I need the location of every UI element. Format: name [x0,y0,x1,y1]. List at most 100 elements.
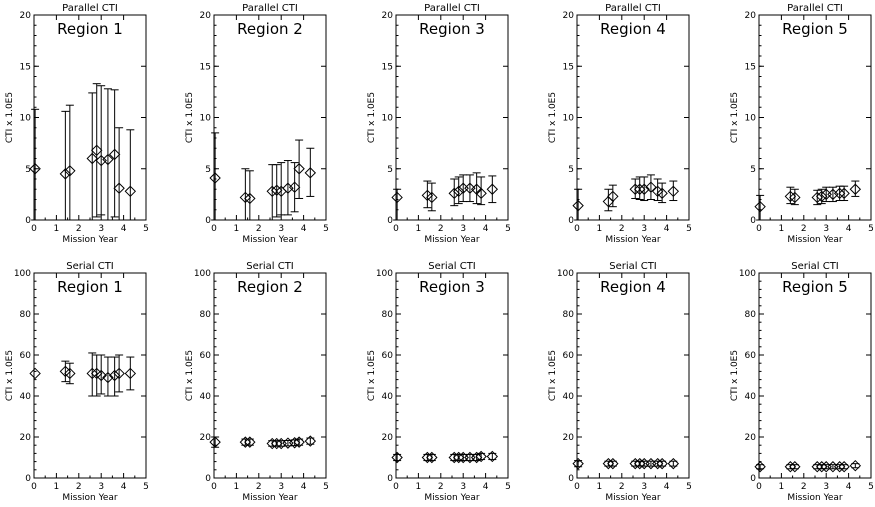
diamond-marker [266,185,278,198]
data-point [838,461,850,473]
region-label: Region 5 [782,20,848,38]
data-point [602,188,615,212]
data-point [607,457,619,470]
y-tick-label: 40 [200,392,212,402]
y-tick-label: 20 [20,433,32,443]
y-tick-label: 40 [20,392,32,402]
diamond-marker [282,182,294,194]
panel-serial-region-5: Serial CTI Region 5 0 1 2 3 4 5 0 20 40 60 80 100 Miss… [730,261,874,503]
x-tick-label: 3 [641,482,647,492]
x-tick-label: 0 [393,482,399,492]
y-tick-label: 15 [20,62,31,72]
x-tick-label: 2 [438,482,444,492]
diamond-marker [634,457,646,470]
diamond-marker [607,457,619,470]
x-tick-label: 1 [597,482,603,492]
data-point [572,457,584,470]
diamond-marker [453,185,465,198]
x-tick-label: 3 [823,482,829,492]
x-tick-label: 2 [256,224,262,234]
data-point [124,356,137,391]
diamond-marker [209,436,221,448]
diamond-marker [651,457,664,470]
x-tick-label: 4 [846,482,852,492]
diamond-marker [629,183,641,195]
diamond-marker [656,457,668,470]
x-tick-label: 1 [54,482,60,492]
plot-frame [576,14,690,221]
plot-frame [213,14,327,221]
panel-title: Parallel CTI [605,3,661,14]
data-point [124,129,137,221]
data-point [470,172,483,205]
data-point [64,104,76,221]
y-tick-label: 0 [387,216,393,226]
data-point [486,175,499,204]
x-tick-label: 5 [323,224,329,234]
diamond-marker [95,154,107,167]
data-point [638,457,650,470]
diamond-marker [391,451,403,464]
diamond-marker [754,200,766,213]
data-point [391,188,403,221]
diamond-marker [486,183,499,195]
data-point [656,182,668,204]
panel-title: Serial CTI [66,261,114,272]
diamond-marker [572,199,584,212]
diamond-marker [475,187,487,200]
x-tick-label: 3 [460,224,466,234]
x-axis-label: Mission Year [242,493,298,503]
data-point [59,360,72,383]
panel-title: Parallel CTI [424,3,480,14]
x-tick-label: 0 [756,224,762,234]
y-tick-label: 20 [200,433,212,443]
diamond-marker [95,369,107,382]
panel-serial-region-2: Serial CTI Region 2 0 1 2 3 4 5 0 20 40 60 80 100 Miss… [185,261,329,503]
diamond-marker [64,165,76,177]
diamond-marker [288,181,301,193]
data-point [95,85,107,216]
diamond-marker [607,190,619,203]
data-point [113,354,125,393]
y-tick-label: 60 [382,351,394,361]
y-tick-label: 80 [382,310,394,320]
y-tick-label: 10 [745,114,757,124]
data-point [475,450,487,463]
y-tick-label: 100 [739,269,756,279]
x-tick-label: 2 [256,482,262,492]
diamond-marker [816,190,828,203]
x-tick-label: 3 [641,224,647,234]
x-tick-label: 4 [121,224,127,234]
panel-serial-region-1: Serial CTI Region 1 0 1 2 3 4 5 0 20 40 60 80 100 Miss… [5,261,149,503]
x-tick-label: 2 [76,224,82,234]
x-tick-label: 5 [868,224,874,234]
y-axis-label: CTI x 1.0E5 [367,350,377,401]
y-tick-label: 100 [376,269,393,279]
y-tick-label: 10 [20,114,32,124]
y-tick-label: 60 [20,351,32,361]
x-tick-label: 1 [416,224,422,234]
data-point [282,160,294,216]
data-point [421,180,434,209]
x-axis-label: Mission Year [62,493,118,503]
data-point [244,436,256,448]
data-point [667,180,680,202]
y-tick-label: 0 [750,216,756,226]
x-tick-label: 2 [801,224,807,234]
x-tick-label: 1 [597,224,603,234]
data-point [607,184,619,208]
diamond-marker [124,185,137,198]
data-point [426,451,438,464]
region-label: Region 1 [57,278,123,296]
y-tick-label: 5 [750,165,756,175]
y-tick-label: 5 [205,165,211,175]
x-tick-label: 4 [301,482,307,492]
x-tick-label: 0 [211,482,217,492]
diamond-marker [754,461,766,473]
data-point [789,461,801,473]
x-tick-label: 2 [801,482,807,492]
diamond-marker [239,436,252,448]
y-tick-label: 80 [200,310,212,320]
y-tick-label: 40 [745,392,757,402]
x-tick-label: 0 [756,482,762,492]
